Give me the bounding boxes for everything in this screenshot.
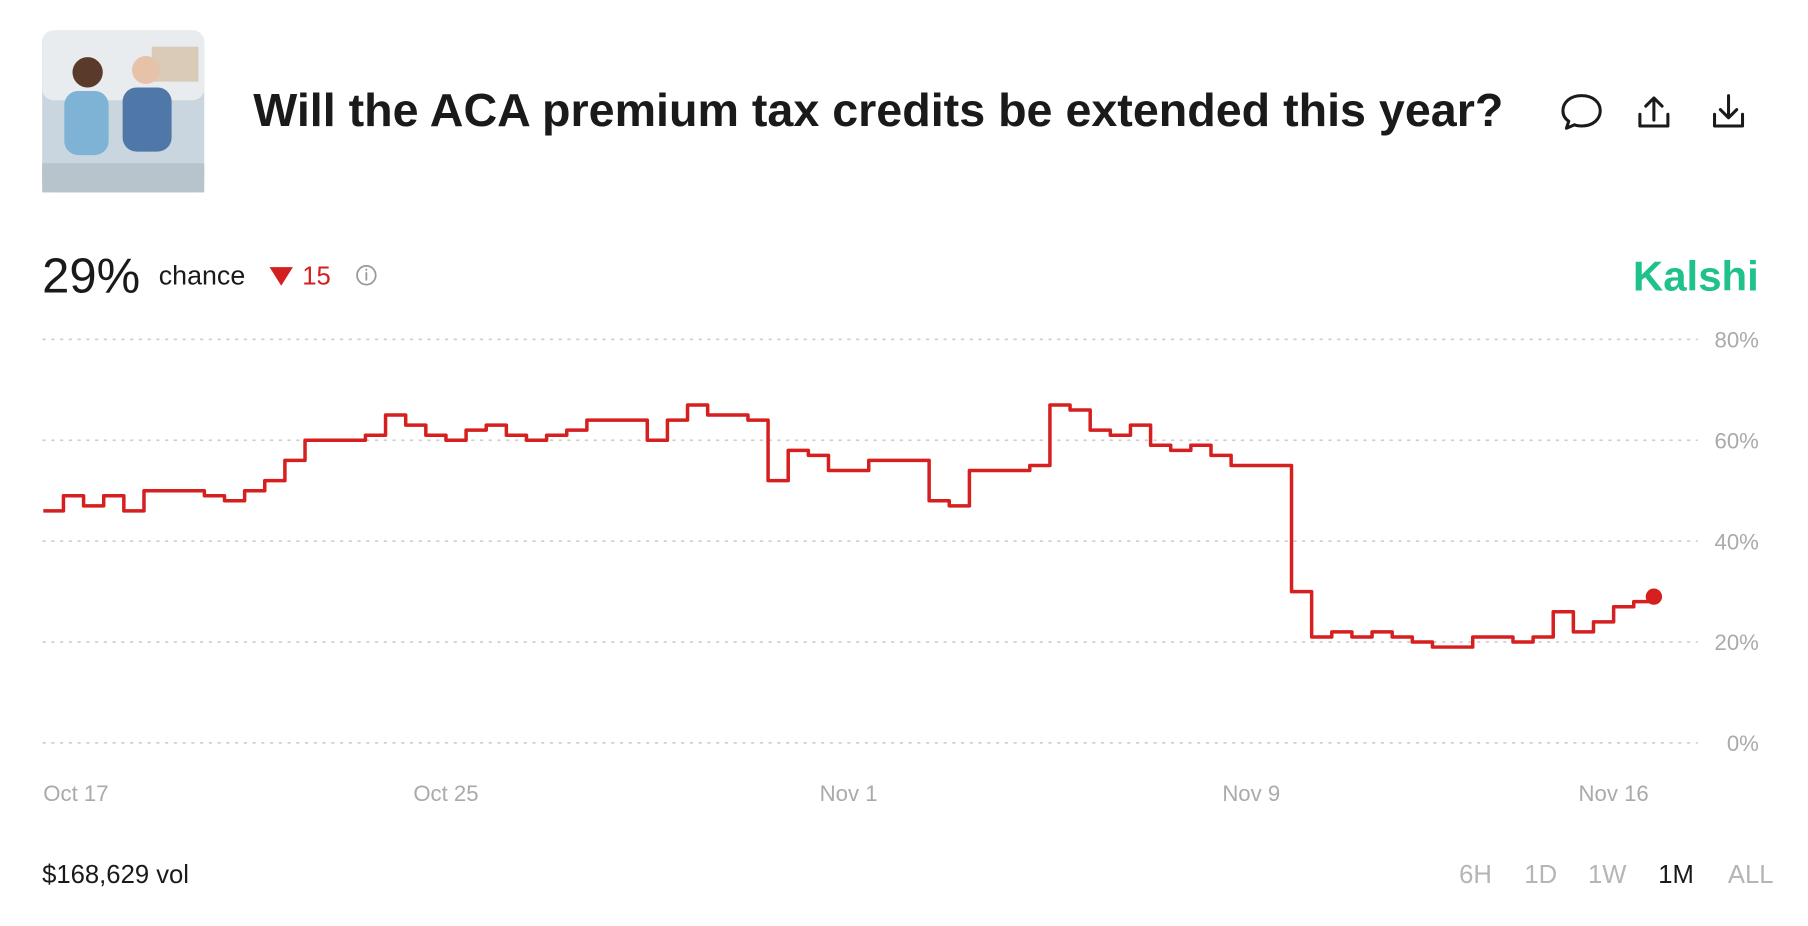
price-line bbox=[43, 403, 1656, 649]
y-tick-label: 60% bbox=[1715, 428, 1759, 453]
range-option[interactable]: 1M bbox=[1658, 861, 1694, 889]
x-tick-label: Nov 9 bbox=[1222, 781, 1280, 806]
range-option[interactable]: 1W bbox=[1588, 861, 1627, 889]
range-option[interactable]: 6H bbox=[1459, 861, 1492, 889]
y-tick-label: 40% bbox=[1715, 529, 1759, 554]
y-tick-label: 0% bbox=[1727, 731, 1759, 756]
chart: 0% 20% 40% 60% 80% Oct 17 Oct 25 Nov 1 Nov 9 Nov … bbox=[42, 328, 1759, 806]
market-title: Will the ACA premium tax credits be exte… bbox=[253, 84, 1503, 136]
x-tick-label: Oct 17 bbox=[43, 781, 108, 806]
info-icon[interactable] bbox=[356, 265, 377, 286]
download-button[interactable] bbox=[1713, 94, 1745, 128]
range-option[interactable]: 1D bbox=[1524, 861, 1557, 889]
comment-button[interactable] bbox=[1561, 94, 1602, 130]
range-option[interactable]: ALL bbox=[1728, 861, 1774, 889]
market-image bbox=[42, 30, 205, 193]
x-tick-label: Nov 16 bbox=[1579, 781, 1649, 806]
volume: $168,629 vol bbox=[42, 861, 189, 889]
x-tick-label: Oct 25 bbox=[413, 781, 478, 806]
change-value: 15 bbox=[302, 263, 331, 291]
x-tick-label: Nov 1 bbox=[820, 781, 878, 806]
chance-value: 29% bbox=[42, 250, 140, 304]
brand-logo: Kalshi bbox=[1633, 252, 1759, 299]
share-button[interactable] bbox=[1638, 96, 1670, 128]
range-selector: 6H 1D 1W 1M ALL bbox=[1459, 861, 1773, 889]
last-point bbox=[1645, 588, 1663, 605]
down-arrow bbox=[269, 267, 293, 286]
y-tick-label: 20% bbox=[1715, 630, 1759, 655]
chance-label: chance bbox=[159, 261, 245, 291]
y-tick-label: 80% bbox=[1715, 328, 1759, 353]
